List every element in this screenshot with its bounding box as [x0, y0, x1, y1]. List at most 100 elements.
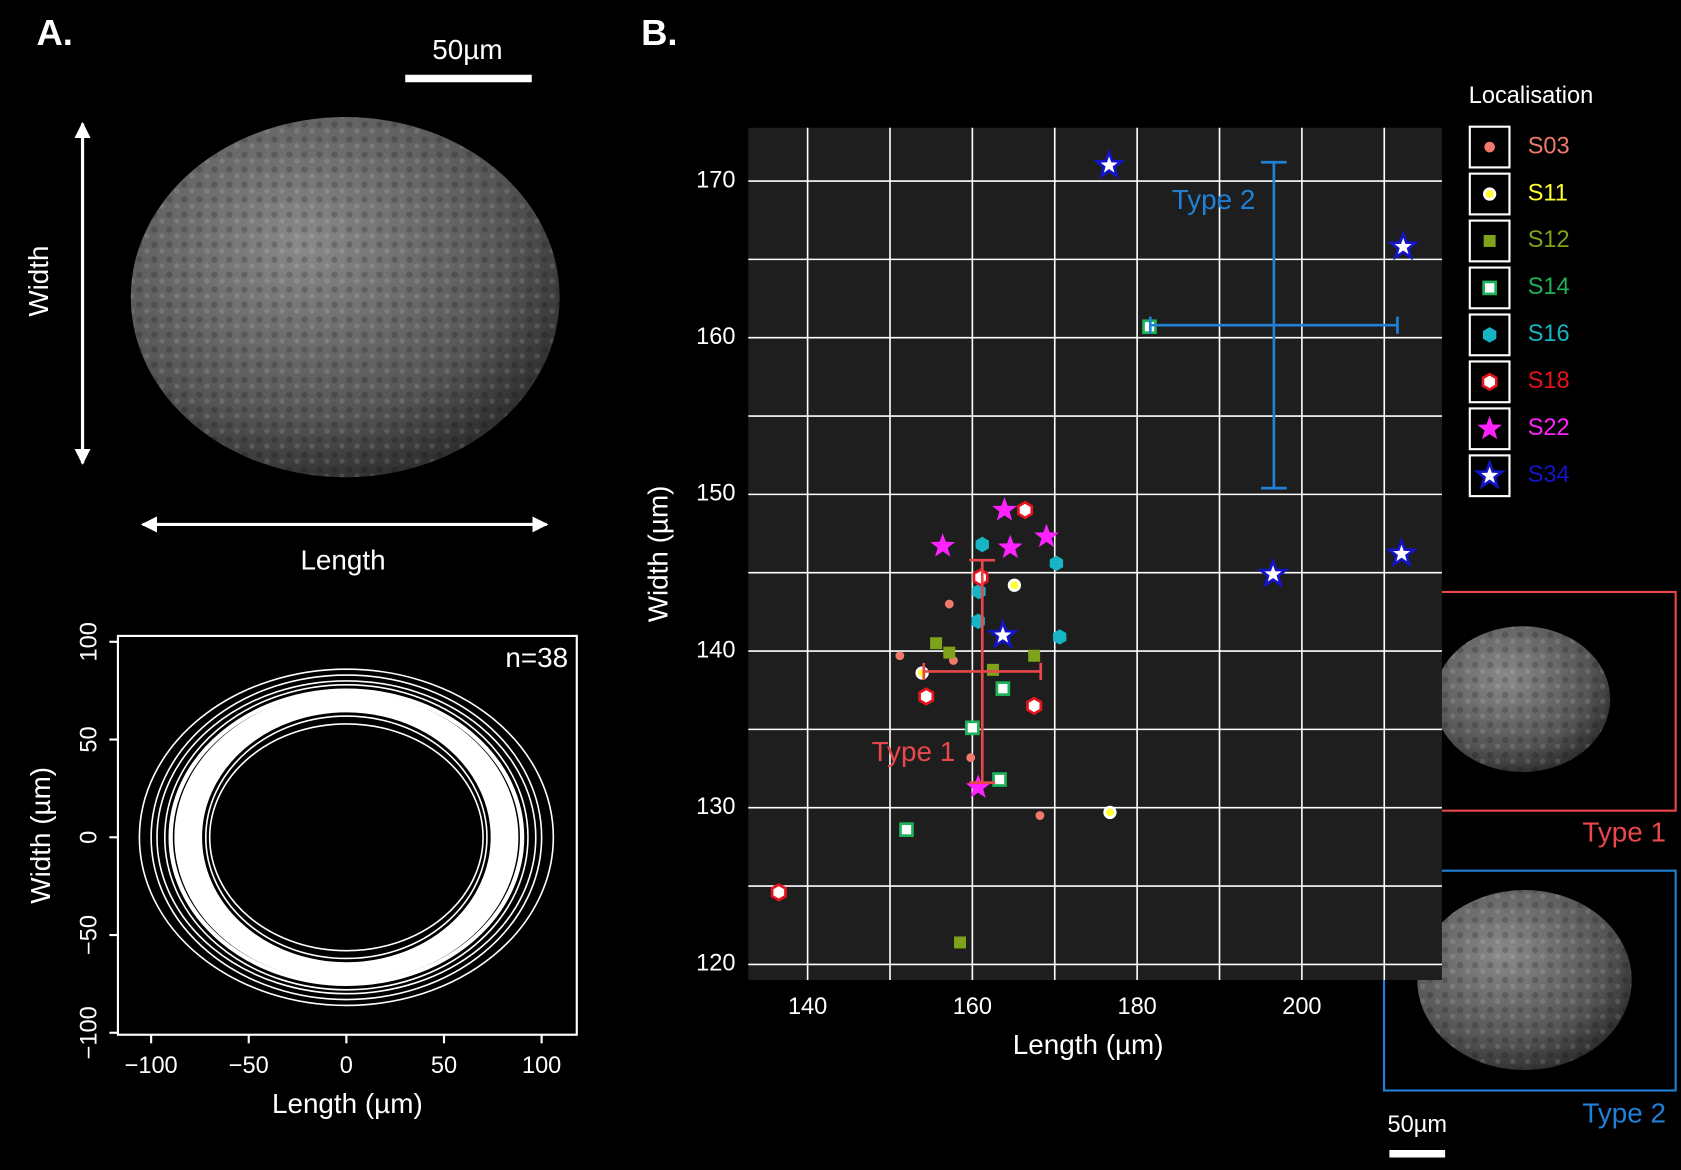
error-bar-y [969, 558, 996, 784]
x-tick-label: 180 [1117, 993, 1156, 1019]
point [966, 753, 976, 763]
point [992, 772, 1007, 787]
point [918, 687, 935, 706]
legend-label: S16 [1528, 320, 1570, 346]
point [1034, 523, 1059, 548]
point [1026, 696, 1043, 716]
scale-bar-label: 50µm [1388, 1111, 1447, 1137]
legend-marker [1482, 327, 1497, 343]
legend-label: S22 [1528, 414, 1570, 440]
scale-bar-label: 50µm [432, 34, 502, 65]
point [972, 568, 989, 587]
point [1007, 578, 1022, 592]
point [1385, 536, 1418, 568]
y-tick-label: −100 [75, 1006, 101, 1059]
point [1035, 811, 1045, 820]
outline [204, 715, 488, 960]
point [986, 663, 999, 676]
outline [138, 668, 555, 1007]
legend-marker [1482, 280, 1497, 296]
point [986, 618, 1019, 650]
legend-marker [1481, 372, 1498, 392]
legend-marker [1482, 187, 1497, 201]
x-tick-label: 140 [788, 993, 827, 1019]
y-tick-label: 140 [696, 636, 735, 662]
width-label: Width [23, 245, 54, 316]
legend-label: S34 [1528, 461, 1570, 487]
legend-label: S12 [1528, 226, 1570, 252]
point [954, 936, 966, 949]
y-tick-label: 130 [696, 793, 735, 819]
point [1103, 805, 1117, 820]
y-tick-label: 150 [696, 480, 735, 506]
outline [208, 723, 484, 952]
x-tick-label: −100 [125, 1052, 178, 1078]
annotation: n=38 [505, 642, 568, 673]
inset-label: Type 1 [1582, 817, 1666, 848]
error-bar [922, 558, 1043, 784]
sem-image [130, 117, 560, 478]
plot-background [748, 127, 1442, 981]
inset-image [1434, 626, 1611, 773]
outline [163, 683, 529, 991]
point [1017, 500, 1034, 520]
point [995, 681, 1011, 696]
point [1053, 629, 1067, 645]
legend-label: S11 [1528, 179, 1568, 205]
error-bar-y [1261, 160, 1287, 490]
legend-marker [1473, 458, 1506, 490]
x-tick-label: 200 [1282, 993, 1321, 1019]
y-tick-label: 120 [696, 950, 735, 976]
x-tick-label: 0 [340, 1052, 353, 1078]
point [930, 637, 943, 650]
inset-label: Type 2 [1582, 1097, 1666, 1128]
x-tick-label: −50 [229, 1052, 269, 1078]
error-bar [1148, 160, 1399, 490]
y-tick-label: 170 [696, 166, 735, 192]
y-axis-title: Width (µm) [25, 767, 56, 904]
outline [168, 688, 525, 987]
point [895, 651, 905, 661]
point [965, 720, 980, 736]
legend-box [1468, 266, 1511, 310]
y-tick-label: 50 [75, 726, 101, 752]
y-tick-label: 0 [75, 831, 101, 844]
point [1256, 557, 1290, 588]
point [975, 536, 989, 553]
error-bar-label: Type 1 [872, 736, 956, 767]
y-tick-label: 100 [75, 622, 101, 661]
x-tick-label: 160 [953, 993, 992, 1019]
point [1028, 649, 1041, 662]
point [770, 883, 787, 902]
outline [150, 674, 543, 1001]
legend-marker [1477, 415, 1502, 440]
point [1093, 148, 1126, 180]
point [915, 666, 929, 680]
panel-label: B. [641, 12, 677, 53]
x-tick-label: 100 [522, 1052, 561, 1078]
point [992, 497, 1017, 521]
y-tick-label: −50 [75, 915, 101, 955]
point [997, 534, 1023, 559]
y-tick-label: 160 [696, 323, 735, 349]
point [943, 646, 956, 659]
x-axis-title: Length (µm) [1013, 1029, 1164, 1060]
point [944, 599, 954, 609]
point [965, 774, 991, 798]
length-label: Length [300, 544, 385, 575]
legend-marker [1484, 141, 1495, 153]
point [899, 822, 914, 837]
point [1049, 555, 1064, 572]
legend-title: Localisation [1469, 82, 1594, 108]
x-tick-label: 50 [431, 1052, 457, 1078]
point [930, 533, 956, 557]
x-axis-title: Length (µm) [272, 1088, 423, 1119]
legend-label: S14 [1528, 273, 1570, 299]
inset-image [1417, 890, 1632, 1071]
panel-label: A. [36, 12, 72, 53]
legend-marker [1483, 234, 1496, 247]
error-bar-label: Type 2 [1172, 184, 1256, 215]
point [1387, 229, 1420, 261]
